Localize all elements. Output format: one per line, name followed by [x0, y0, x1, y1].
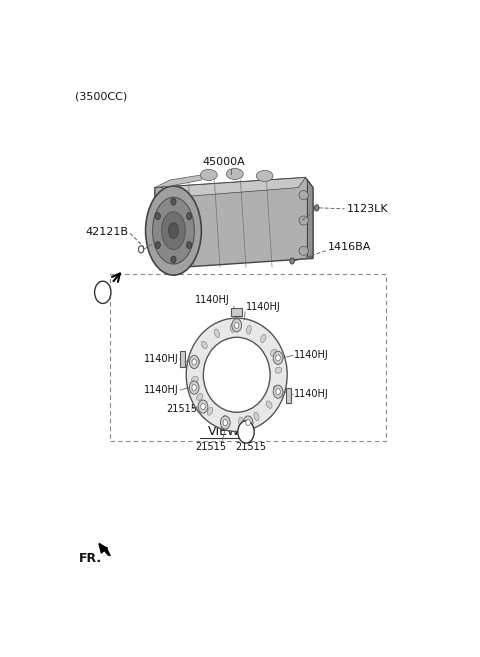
Circle shape: [273, 385, 283, 398]
Ellipse shape: [162, 212, 185, 250]
Ellipse shape: [299, 191, 308, 200]
Circle shape: [234, 323, 239, 328]
Polygon shape: [155, 177, 305, 198]
Ellipse shape: [274, 385, 280, 392]
Circle shape: [314, 205, 319, 211]
Ellipse shape: [197, 394, 203, 400]
Ellipse shape: [168, 223, 179, 238]
Text: 1140HJ: 1140HJ: [294, 389, 328, 399]
Ellipse shape: [275, 367, 282, 373]
Ellipse shape: [227, 168, 243, 179]
Polygon shape: [155, 177, 313, 269]
Circle shape: [155, 213, 160, 219]
Text: 1140HJ: 1140HJ: [144, 355, 179, 365]
Ellipse shape: [261, 334, 266, 342]
Text: 21515: 21515: [195, 442, 226, 452]
Ellipse shape: [222, 415, 227, 424]
Ellipse shape: [145, 186, 202, 275]
Ellipse shape: [299, 246, 308, 256]
Ellipse shape: [204, 337, 270, 413]
Text: 21515: 21515: [236, 442, 266, 452]
Ellipse shape: [201, 341, 207, 349]
Circle shape: [246, 420, 251, 426]
Circle shape: [192, 359, 196, 365]
Circle shape: [171, 256, 176, 263]
Circle shape: [189, 355, 199, 369]
Circle shape: [220, 416, 230, 429]
Ellipse shape: [186, 318, 287, 432]
Circle shape: [276, 389, 280, 395]
Ellipse shape: [230, 323, 235, 332]
Ellipse shape: [239, 417, 243, 426]
Ellipse shape: [215, 329, 219, 338]
Circle shape: [155, 242, 160, 248]
Circle shape: [198, 400, 208, 413]
Text: 1140HJ: 1140HJ: [144, 385, 179, 395]
Text: A: A: [99, 287, 107, 298]
Circle shape: [192, 384, 196, 391]
Text: 1140HJ: 1140HJ: [294, 350, 328, 360]
Ellipse shape: [153, 197, 194, 264]
Ellipse shape: [266, 401, 272, 409]
Text: FR.: FR.: [79, 552, 102, 565]
Text: 45000A: 45000A: [202, 158, 245, 168]
Circle shape: [290, 258, 294, 264]
Text: A: A: [242, 427, 250, 437]
Text: (3500CC): (3500CC): [75, 91, 127, 101]
Ellipse shape: [201, 170, 217, 181]
Circle shape: [273, 351, 283, 365]
Circle shape: [189, 381, 199, 394]
Circle shape: [187, 242, 192, 248]
Circle shape: [276, 355, 280, 361]
FancyBboxPatch shape: [231, 309, 242, 315]
Circle shape: [223, 420, 228, 426]
Text: 1140HJ: 1140HJ: [246, 302, 281, 312]
Polygon shape: [307, 180, 313, 257]
Circle shape: [95, 281, 111, 304]
Bar: [110, 273, 385, 441]
Polygon shape: [155, 175, 202, 188]
Text: 21515: 21515: [167, 404, 198, 414]
Ellipse shape: [299, 216, 308, 225]
Text: 1123LK: 1123LK: [347, 204, 388, 214]
Circle shape: [201, 403, 205, 409]
Text: 42121B: 42121B: [86, 227, 129, 237]
FancyBboxPatch shape: [286, 388, 291, 403]
Circle shape: [139, 246, 144, 253]
Ellipse shape: [271, 349, 277, 356]
Text: 1140HJ: 1140HJ: [195, 295, 230, 305]
Circle shape: [187, 213, 192, 219]
Ellipse shape: [207, 407, 213, 415]
Circle shape: [232, 319, 241, 332]
FancyBboxPatch shape: [180, 351, 185, 367]
Text: 1416BA: 1416BA: [328, 242, 371, 252]
Circle shape: [243, 416, 253, 429]
Ellipse shape: [192, 376, 198, 382]
Ellipse shape: [256, 170, 273, 181]
Circle shape: [171, 198, 176, 205]
Ellipse shape: [247, 325, 251, 334]
Text: VIEW: VIEW: [207, 426, 240, 438]
Ellipse shape: [193, 358, 200, 364]
Polygon shape: [99, 543, 110, 556]
Ellipse shape: [254, 412, 259, 420]
Circle shape: [238, 421, 254, 443]
